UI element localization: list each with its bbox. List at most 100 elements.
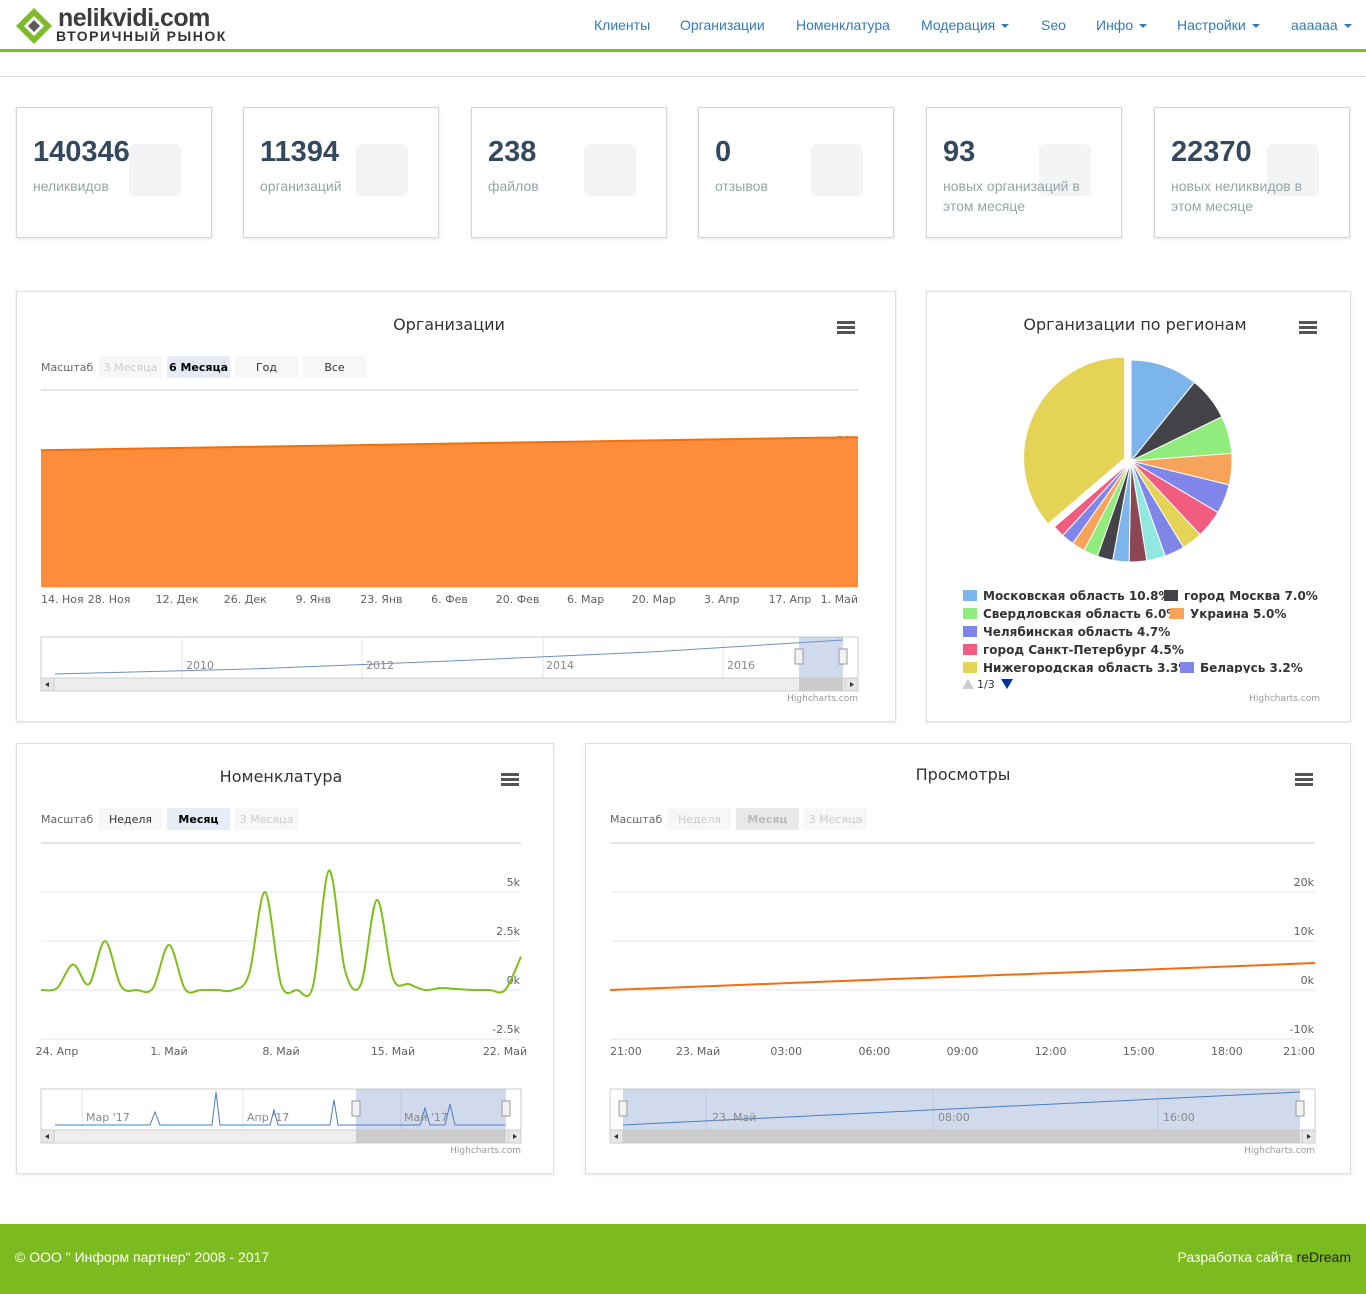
range-button-label: Месяц: [178, 813, 218, 826]
x-tick-label: 21:00: [610, 1045, 642, 1058]
range-button[interactable]: [99, 356, 162, 378]
navigator-label: Май '17: [404, 1111, 448, 1124]
stat-card: 93 новых организаций в этом месяце: [926, 107, 1122, 238]
range-button[interactable]: [804, 808, 867, 830]
pie-slice: [1053, 460, 1132, 537]
pie-slice: [1130, 359, 1196, 463]
stat-value: 11394: [260, 136, 340, 168]
legend-label: Свердловская область 6.0%: [983, 607, 1178, 621]
navigator-series: [54, 639, 844, 675]
header: nelikvidi.com ВТОРИЧНЫЙ РЫНОК Клиенты Ор…: [0, 0, 1366, 52]
stat-card: 140346 неликвидов: [16, 107, 212, 238]
y-tick-label: -10k: [1290, 1023, 1315, 1036]
chart-title: Организации по регионам: [1023, 315, 1246, 334]
stat-value: 0: [715, 136, 732, 168]
navigator-label: 2012: [366, 659, 394, 672]
pager-down[interactable]: [1001, 679, 1013, 689]
legend-label: Московская область 10.8%: [983, 589, 1171, 603]
navigator-handle[interactable]: [351, 1100, 361, 1117]
range-label: Масштаб: [41, 813, 93, 826]
legend-marker: [963, 626, 977, 637]
navigator-window[interactable]: [799, 637, 843, 678]
stat-label: неликвидов: [33, 178, 109, 194]
range-button[interactable]: [235, 356, 298, 378]
legend-label: Челябинская область 4.7%: [983, 625, 1170, 639]
nav-dropdown[interactable]: aaaaaa: [1291, 17, 1352, 33]
range-button[interactable]: [303, 356, 366, 378]
x-tick-label: 1. Май: [150, 1045, 187, 1058]
legend-marker: [963, 590, 977, 601]
pager-up[interactable]: [962, 679, 974, 689]
range-button-label: 6 Месяца: [169, 361, 228, 374]
navigator-label: 08:00: [938, 1111, 970, 1124]
x-tick-label: 8. Май: [262, 1045, 299, 1058]
navigator-handle[interactable]: [501, 1100, 511, 1117]
x-tick-label: 15. Май: [371, 1045, 415, 1058]
legend-pager: 1/3: [977, 678, 995, 691]
navigator-handle[interactable]: [794, 648, 804, 665]
range-button-label: Год: [256, 361, 277, 374]
stat-card: 0 отзывов: [698, 107, 894, 238]
navigator-handle[interactable]: [618, 1100, 628, 1117]
stat-card: 238 файлов: [471, 107, 667, 238]
y-tick-label: 5k: [507, 876, 521, 889]
range-button-label: Месяц: [747, 813, 787, 826]
range-button-label: 3 Месяца: [240, 813, 294, 826]
y-tick-label: 20k: [1294, 876, 1315, 889]
scrollbar-thumb[interactable]: [356, 1130, 506, 1143]
scrollbar-thumb[interactable]: [799, 678, 843, 691]
range-button-label: 3 Месяца: [104, 361, 158, 374]
credit-link[interactable]: reDream: [1296, 1249, 1351, 1265]
pie-slice: [1023, 356, 1126, 525]
range-button[interactable]: [99, 808, 162, 830]
stat-icon: [1267, 144, 1319, 196]
menu-icon: [1295, 783, 1313, 786]
range-button[interactable]: [167, 808, 230, 830]
range-button[interactable]: [668, 808, 731, 830]
legend-label: Нижегородская область 3.3%: [983, 661, 1190, 675]
x-tick-label: 1. Май: [821, 593, 858, 606]
navigator-window[interactable]: [623, 1089, 1300, 1130]
nav-dropdown[interactable]: Настройки: [1177, 17, 1260, 33]
x-tick-label: 17. Апр: [769, 593, 812, 606]
navigator-label: 16:00: [1163, 1111, 1195, 1124]
navigator-handle[interactable]: [838, 648, 848, 665]
x-tick-label: 12. Дек: [156, 593, 199, 606]
credit: Разработка сайта reDream: [1177, 1249, 1351, 1265]
menu-icon: [837, 331, 855, 334]
nav-link[interactable]: Организации: [680, 17, 765, 33]
navigator-label: 2014: [546, 659, 574, 672]
navigator-label: Апр '17: [247, 1111, 289, 1124]
nav-link[interactable]: Номенклатура: [796, 17, 890, 33]
stat-icon: [811, 144, 863, 196]
nav-link[interactable]: Seo: [1041, 17, 1066, 33]
stat-value: 140346: [33, 136, 130, 168]
x-tick-label: 23. Янв: [360, 593, 402, 606]
x-tick-label: 18:00: [1211, 1045, 1243, 1058]
range-button[interactable]: [736, 808, 799, 830]
legend-label: Украина 5.0%: [1190, 607, 1286, 621]
stat-icon: [356, 144, 408, 196]
nav-link[interactable]: Клиенты: [594, 17, 651, 33]
navigator-label: Мар '17: [86, 1111, 130, 1124]
range-label: Масштаб: [41, 361, 93, 374]
navigator-window[interactable]: [356, 1089, 506, 1130]
x-tick-label: 3. Апр: [704, 593, 740, 606]
logo[interactable]: nelikvidi.com: [58, 4, 210, 32]
navigator-handle[interactable]: [1295, 1100, 1305, 1117]
range-button[interactable]: [235, 808, 298, 830]
x-tick-label: 26. Дек: [224, 593, 267, 606]
stat-icon: [1039, 144, 1091, 196]
legend-marker: [1170, 608, 1184, 619]
range-button[interactable]: [167, 356, 230, 378]
legend-marker: [963, 662, 977, 673]
nav-dropdown[interactable]: Инфо: [1096, 17, 1147, 33]
x-tick-label: 14. Ноя: [41, 593, 84, 606]
chart-title: Номенклатура: [220, 767, 343, 786]
chart-title: Организации: [393, 315, 505, 334]
stat-value: 93: [943, 136, 976, 168]
x-tick-label: 6. Фев: [431, 593, 468, 606]
scrollbar-thumb[interactable]: [623, 1130, 1300, 1143]
credits: Highcharts.com: [1244, 1146, 1315, 1156]
nav-dropdown[interactable]: Модерация: [921, 17, 1009, 33]
